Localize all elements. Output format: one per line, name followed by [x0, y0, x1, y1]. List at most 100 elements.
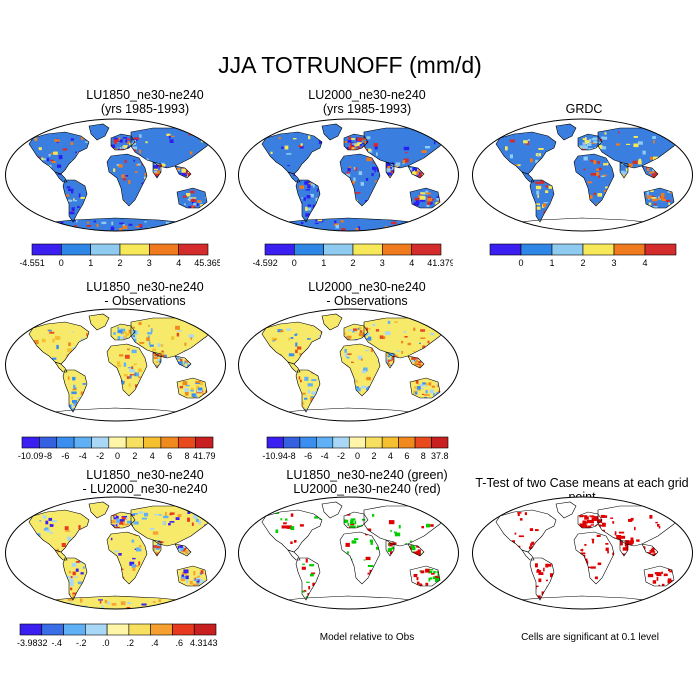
coastline-australia [176, 187, 208, 209]
map-panel-7 [238, 496, 459, 610]
colorbar-swatch [264, 243, 295, 256]
colorbar-swatch [63, 623, 86, 636]
coastline-southAmerica [62, 557, 88, 601]
coastline-greenland [321, 123, 343, 141]
colorbar-label: 41.379 [427, 258, 453, 268]
panel-1-title-line-2: (yrs 1985-1993) [100, 102, 190, 116]
coastline-seAsia [407, 543, 425, 557]
colorbar-label: 4.3143 [190, 638, 218, 648]
coastline-europe [110, 133, 136, 151]
coastline-australia [409, 377, 441, 399]
page-title: JJA TOTRUNOFF (mm/d) [218, 52, 482, 78]
colorbar-swatch [41, 623, 64, 636]
landmass-northAmerica [262, 510, 322, 552]
colorbar-label: -4 [321, 451, 329, 461]
coastline-centralAmerica [287, 171, 301, 183]
colorbar-label: 2 [371, 451, 376, 461]
colorbar-swatch [85, 623, 108, 636]
coastline-southAmerica [295, 179, 321, 223]
map-frame [238, 496, 459, 610]
landmass-africa [340, 344, 380, 396]
landmass-centralAmerica [288, 550, 300, 560]
colorbar-label: .4 [151, 638, 159, 648]
landmass-northAmerica [262, 322, 322, 364]
colorbar-label: -4 [79, 451, 87, 461]
colorbar-label: 1 [88, 258, 93, 268]
landmass-greenland [89, 502, 109, 518]
coastline-centralAmerica [54, 171, 68, 183]
landmass-africa [107, 154, 147, 206]
panel-6-title-line-1: LU1850_ne30-ne240 [86, 468, 204, 482]
colorbar-swatch [332, 436, 350, 449]
coastline-australia [409, 187, 441, 209]
colorbar-label: -8 [288, 451, 296, 461]
colorbar-swatch [348, 436, 367, 449]
colorbar-swatch [294, 243, 324, 256]
coastline-southAmerica [295, 369, 321, 413]
colorbar-panel-3: 0 1 2 3 4 [489, 243, 677, 268]
panel-2-title-line-2: (yrs 1985-1993) [322, 102, 412, 116]
landmass-africa [107, 532, 147, 584]
colorbar-swatch [21, 436, 40, 449]
landmass-europe [344, 512, 368, 528]
colorbar-swatch [125, 436, 144, 449]
colorbar-label: 45.365 [194, 258, 220, 268]
landmass-greenland [556, 124, 576, 140]
coastline-greenland [555, 501, 577, 519]
coastline-greenland [88, 501, 110, 519]
landmass-centralAmerica [288, 172, 300, 182]
colorbar-label: 3 [380, 258, 385, 268]
panel-3-title-line-1: GRDC [565, 102, 603, 116]
coastline-southAmerica [529, 557, 555, 601]
colorbar-swatch [520, 243, 553, 256]
coastline-africa [339, 343, 381, 397]
panel-4-title-line-1: LU1850_ne30-ne240 [86, 280, 204, 294]
coastline-europe [110, 511, 136, 529]
panel-1-title-line-1: LU1850_ne30-ne240 [86, 88, 204, 102]
colorbar-panel-5: -10.94 -8 -6 -4 -2 0 2 4 6 8 37.8 [262, 436, 449, 461]
panel-2-title: LU2000_ne30-ne240 (yrs 1985-1993) [257, 88, 477, 116]
colorbar-label: 3 [611, 258, 616, 268]
colorbar-label: 2 [580, 258, 585, 268]
colorbar-label: 6 [167, 451, 172, 461]
coastline-europe [577, 511, 603, 529]
map-panel-4 [5, 308, 226, 422]
panel-5-title: LU2000_ne30-ne240 - Observations [257, 280, 477, 308]
colorbar-label: 0 [292, 258, 297, 268]
landmass-northAmerica [29, 132, 89, 174]
coastline-europe [110, 323, 136, 341]
panel-1-title: LU1850_ne30-ne240 (yrs 1985-1993) [35, 88, 255, 116]
panel-2-title-line-1: LU2000_ne30-ne240 [308, 88, 426, 102]
colorbar-swatch [352, 243, 383, 256]
map-frame [5, 118, 226, 232]
landmass-greenland [556, 502, 576, 518]
coastline-centralAmerica [54, 361, 68, 373]
landmass-australia [410, 566, 440, 586]
map-panel-1 [5, 118, 226, 232]
colorbar-swatch [299, 436, 317, 449]
landmass-centralAmerica [522, 550, 534, 560]
map-panel-5 [238, 308, 459, 422]
colorbar-swatch [266, 436, 284, 449]
coastline-india [385, 351, 395, 369]
map-frame [5, 308, 226, 422]
coastline-africa [339, 153, 381, 207]
colorbar-swatch [316, 436, 334, 449]
colorbar-label: -10.94 [262, 451, 288, 461]
coastline-seAsia [174, 355, 192, 369]
colorbar-label: 0 [115, 451, 120, 461]
colorbar-swatch [582, 243, 615, 256]
colorbar-swatch [73, 436, 92, 449]
landmass-greenland [89, 124, 109, 140]
colorbar-swatch [431, 436, 449, 449]
colorbar-label: 2 [132, 451, 137, 461]
coastline-australia [643, 187, 675, 209]
colorbar-label: 8 [421, 451, 426, 461]
colorbar-swatch [149, 243, 179, 256]
colorbar-label: 4 [150, 451, 155, 461]
colorbar-label: -3.9832 [17, 638, 48, 648]
colorbar-swatch [323, 243, 354, 256]
colorbar-label: 1 [549, 258, 554, 268]
coastline-greenland [88, 123, 110, 141]
coastline-seAsia [407, 165, 425, 179]
